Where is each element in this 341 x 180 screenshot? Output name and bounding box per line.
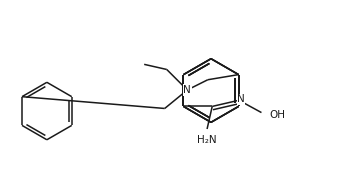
Text: OH: OH: [270, 110, 286, 120]
Text: N: N: [237, 94, 245, 104]
Text: N: N: [183, 85, 191, 95]
Text: H₂N: H₂N: [197, 135, 217, 145]
